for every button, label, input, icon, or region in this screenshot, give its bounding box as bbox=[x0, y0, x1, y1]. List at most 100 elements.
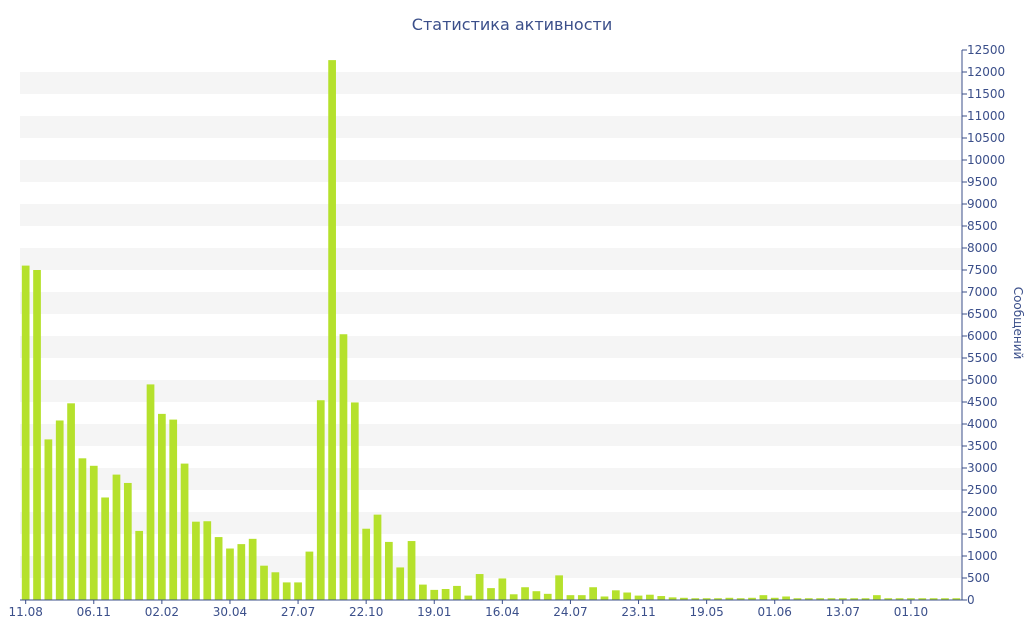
x-tick-label: 01.10 bbox=[894, 605, 928, 619]
bar bbox=[509, 594, 518, 600]
bar bbox=[907, 598, 915, 600]
bar bbox=[248, 538, 257, 600]
y-tick-label: 12000 bbox=[967, 65, 1005, 79]
x-tick-label: 19.05 bbox=[689, 605, 723, 619]
bar bbox=[680, 597, 688, 600]
bar bbox=[714, 598, 722, 600]
bar bbox=[214, 537, 223, 600]
x-tick-label: 01.06 bbox=[758, 605, 792, 619]
bar bbox=[657, 596, 666, 600]
bar bbox=[850, 598, 859, 600]
bar bbox=[21, 265, 30, 600]
grid-band bbox=[20, 424, 962, 446]
y-tick-label: 6000 bbox=[967, 329, 998, 343]
bar bbox=[112, 474, 121, 600]
y-axis: 0 500 1000 1500 2000 2500 3000 3500 4000 4500 5000… bbox=[961, 43, 1005, 607]
x-tick-label: 24.07 bbox=[553, 605, 587, 619]
y-tick-label: 11500 bbox=[967, 87, 1005, 101]
bar bbox=[543, 593, 552, 600]
x-tick-label: 22.10 bbox=[349, 605, 383, 619]
y-tick-label: 12500 bbox=[967, 43, 1005, 57]
bar bbox=[611, 590, 620, 600]
y-tick-label: 9000 bbox=[967, 197, 998, 211]
bar bbox=[339, 334, 348, 600]
bar bbox=[555, 575, 563, 600]
bar bbox=[770, 597, 779, 600]
bar bbox=[816, 598, 824, 600]
y-tick-label: 500 bbox=[967, 571, 990, 585]
bar bbox=[89, 465, 98, 600]
grid-band bbox=[20, 468, 962, 490]
y-tick-label: 9500 bbox=[967, 175, 998, 189]
y-tick-label: 0 bbox=[967, 593, 975, 607]
bar bbox=[350, 402, 359, 600]
bar bbox=[646, 594, 654, 600]
bar bbox=[748, 597, 756, 600]
bar bbox=[407, 541, 416, 600]
y-tick-label: 7500 bbox=[967, 263, 998, 277]
bar bbox=[44, 439, 53, 600]
y-tick-label: 4000 bbox=[967, 417, 998, 431]
y-tick-label: 8000 bbox=[967, 241, 998, 255]
bar bbox=[33, 270, 41, 600]
y-tick-label: 10500 bbox=[967, 131, 1005, 145]
bar bbox=[396, 567, 405, 600]
bar bbox=[532, 591, 541, 600]
bar bbox=[328, 60, 336, 601]
bar bbox=[260, 565, 268, 600]
bar bbox=[55, 420, 64, 600]
bar bbox=[271, 572, 280, 600]
bar-series bbox=[21, 60, 961, 601]
bar bbox=[158, 413, 166, 600]
bar bbox=[67, 403, 75, 600]
x-tick-label: 23.11 bbox=[621, 605, 655, 619]
bar bbox=[316, 400, 325, 600]
bar bbox=[521, 587, 529, 600]
bar bbox=[498, 578, 507, 600]
y-axis-label: Сообщений bbox=[1011, 287, 1024, 360]
x-tick-label: 27.07 bbox=[281, 605, 315, 619]
y-tick-label: 1000 bbox=[967, 549, 998, 563]
chart-title: Статистика активности bbox=[411, 15, 613, 34]
y-tick-label: 5500 bbox=[967, 351, 998, 365]
bar bbox=[419, 584, 427, 600]
y-tick-label: 2000 bbox=[967, 505, 998, 519]
x-tick-label: 19.01 bbox=[417, 605, 451, 619]
bar bbox=[453, 585, 461, 600]
bar bbox=[487, 588, 495, 600]
y-tick-label: 11000 bbox=[967, 109, 1005, 123]
bar bbox=[691, 598, 700, 600]
bar bbox=[146, 384, 155, 600]
grid-band bbox=[20, 248, 962, 270]
grid-band bbox=[20, 72, 962, 94]
bar bbox=[634, 595, 643, 600]
bar bbox=[362, 528, 371, 600]
bar bbox=[169, 419, 178, 600]
bar bbox=[135, 530, 144, 600]
bar bbox=[237, 544, 246, 600]
x-tick-label: 30.04 bbox=[213, 605, 247, 619]
bar bbox=[475, 574, 484, 600]
x-tick-label: 13.07 bbox=[826, 605, 860, 619]
bar bbox=[782, 596, 790, 600]
grid-band bbox=[20, 512, 962, 534]
bar bbox=[918, 598, 927, 600]
grid-band bbox=[20, 116, 962, 138]
x-tick-label: 02.02 bbox=[145, 605, 179, 619]
y-tick-label: 3000 bbox=[967, 461, 998, 475]
bar bbox=[725, 597, 734, 600]
bar bbox=[226, 548, 234, 600]
bar bbox=[566, 595, 575, 600]
bar bbox=[180, 463, 189, 600]
bar bbox=[793, 598, 802, 600]
bar bbox=[101, 497, 109, 600]
bar bbox=[78, 458, 87, 600]
bar bbox=[600, 596, 609, 600]
bar bbox=[838, 598, 847, 600]
y-tick-label: 6500 bbox=[967, 307, 998, 321]
grid-bands bbox=[20, 72, 962, 578]
bar bbox=[759, 595, 768, 600]
bar bbox=[736, 598, 745, 600]
bar bbox=[895, 598, 904, 600]
